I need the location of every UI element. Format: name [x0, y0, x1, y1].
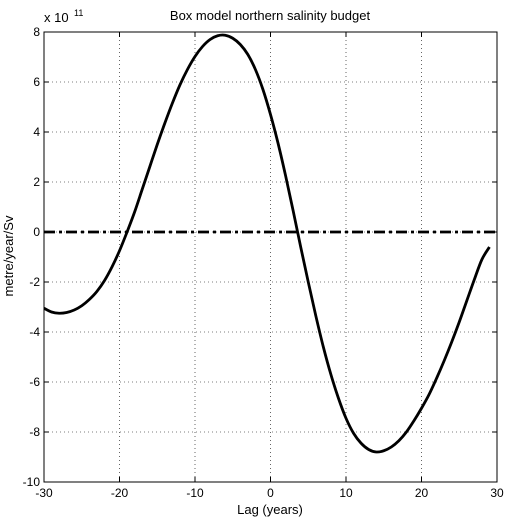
y-tick-label: -10: [23, 475, 41, 489]
series-line: [43, 33, 491, 454]
y-tick-label: -4: [29, 325, 40, 339]
y-tick-label: 6: [33, 75, 40, 89]
y-tick-label: -2: [29, 275, 40, 289]
y-tick-label: 2: [33, 175, 40, 189]
x-tick-label: 10: [339, 486, 353, 500]
x-axis-label: Lag (years): [237, 502, 303, 517]
x-tick-label: 20: [415, 486, 429, 500]
x-tick-label: -20: [111, 486, 129, 500]
series-layer: [43, 33, 497, 454]
y-tick-label: 4: [33, 125, 40, 139]
y-tick-label: -6: [29, 375, 40, 389]
grid: [44, 32, 497, 482]
chart-title: Box model northern salinity budget: [170, 8, 371, 23]
y-tick-label: 0: [33, 225, 40, 239]
x-tick-label: 0: [267, 486, 274, 500]
y-axis-multiplier: x 10 11: [44, 8, 83, 26]
x-tick-label: -10: [186, 486, 204, 500]
x-tick-label: -30: [35, 486, 53, 500]
y-tick-label: 8: [33, 25, 40, 39]
y-axis-label: metre/year/Sv: [1, 215, 16, 296]
y-axis-multiplier-exponent: 11: [74, 8, 83, 18]
y-axis-multiplier-base: x 10: [44, 10, 69, 25]
ticks: [43, 31, 498, 483]
x-tick-label: 30: [490, 486, 504, 500]
y-tick-label: -8: [29, 425, 40, 439]
